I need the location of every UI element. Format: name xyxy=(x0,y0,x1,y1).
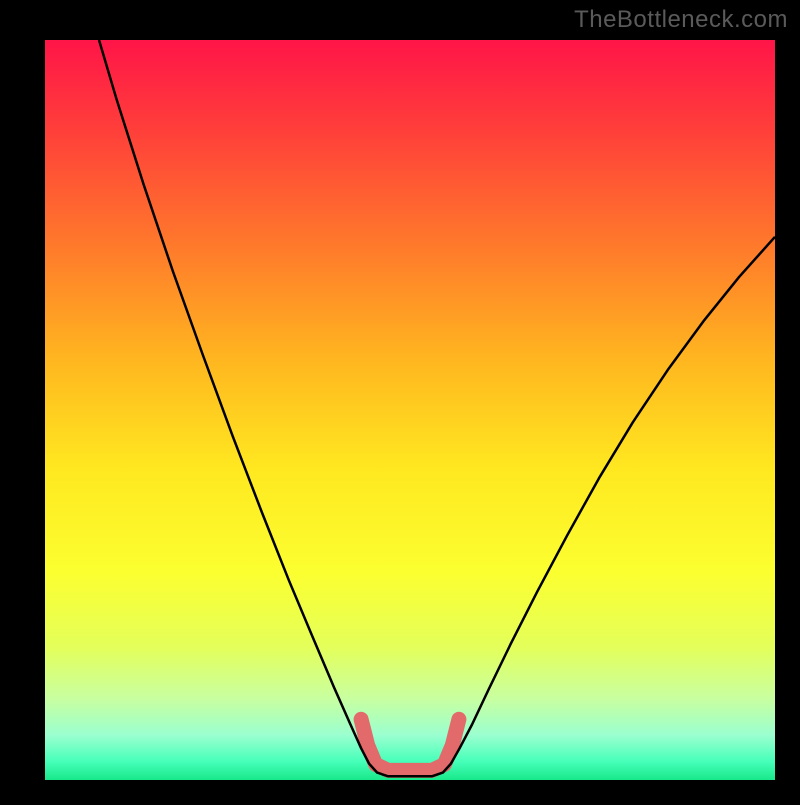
chart-svg xyxy=(0,0,800,800)
watermark-text: TheBottleneck.com xyxy=(574,6,788,34)
plot-background xyxy=(45,40,775,780)
bottleneck-chart: TheBottleneck.com xyxy=(0,0,800,800)
